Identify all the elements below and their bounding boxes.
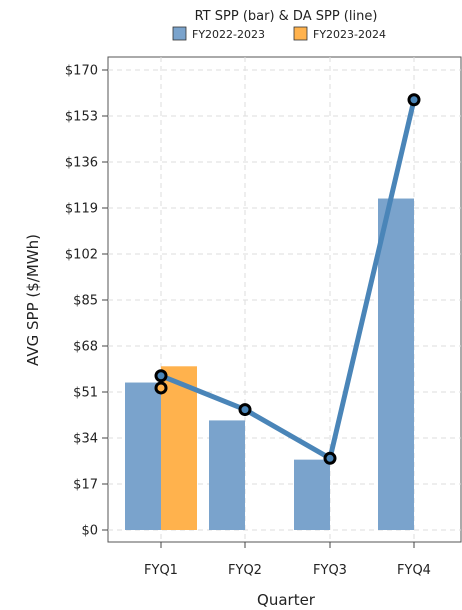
x-tick-label-3: FYQ4 [397, 563, 431, 578]
y-tick-label-6: $102 [65, 248, 98, 263]
y-tick-label-3: $51 [73, 386, 98, 401]
da-line-fy2022-2023 [158, 97, 417, 461]
bar-fy2022-2023-fyq4 [378, 198, 414, 530]
x-axis-title: Quarter [257, 591, 316, 609]
bar-fy2022-2023-fyq3 [294, 459, 330, 530]
y-axis-ticks: $0 $17 $34 $51 $68 $85 $102 $119 $136 $153 $170 [65, 64, 108, 539]
y-axis-title: AVG SPP ($/MWh) [24, 234, 42, 366]
bar-fy2023-2024-fyq1 [161, 366, 197, 530]
y-tick-label-5: $85 [73, 294, 98, 309]
x-tick-label-1: FYQ2 [228, 563, 262, 578]
legend-label-fy2023-2024: FY2023-2024 [313, 28, 386, 41]
bar-fy2022-2023-fyq1 [125, 382, 161, 530]
y-tick-label-1: $17 [73, 478, 98, 493]
y-tick-label-7: $119 [65, 202, 98, 217]
legend-title: RT SPP (bar) & DA SPP (line) [195, 9, 378, 24]
legend-label-fy2022-2023: FY2022-2023 [192, 28, 265, 41]
bar-fy2022-2023-fyq2 [209, 420, 245, 530]
legend-swatch-fy2022-2023 [172, 26, 187, 41]
x-tick-label-2: FYQ3 [313, 563, 347, 578]
y-tick-label-4: $68 [73, 340, 98, 355]
da-point-fy2023-2024-fyq1 [154, 381, 168, 395]
da-point-fy2022-2023-fyq4 [407, 93, 421, 107]
da-point-fy2022-2023-fyq2 [238, 403, 252, 417]
bars [125, 198, 414, 530]
y-tick-label-8: $136 [65, 156, 98, 171]
x-axis-ticks: FYQ1 FYQ2 FYQ3 FYQ4 [144, 542, 431, 578]
y-tick-label-0: $0 [81, 524, 98, 539]
da-point-fy2022-2023-fyq3 [323, 451, 337, 465]
da-points [154, 93, 421, 465]
legend-swatch-fy2023-2024 [293, 26, 308, 41]
y-tick-label-10: $170 [65, 64, 98, 79]
y-tick-label-2: $34 [73, 432, 98, 447]
y-tick-label-9: $153 [65, 110, 98, 125]
x-tick-label-0: FYQ1 [144, 563, 178, 578]
da-point-fy2022-2023-fyq1 [154, 369, 168, 383]
da-lines [158, 97, 417, 461]
